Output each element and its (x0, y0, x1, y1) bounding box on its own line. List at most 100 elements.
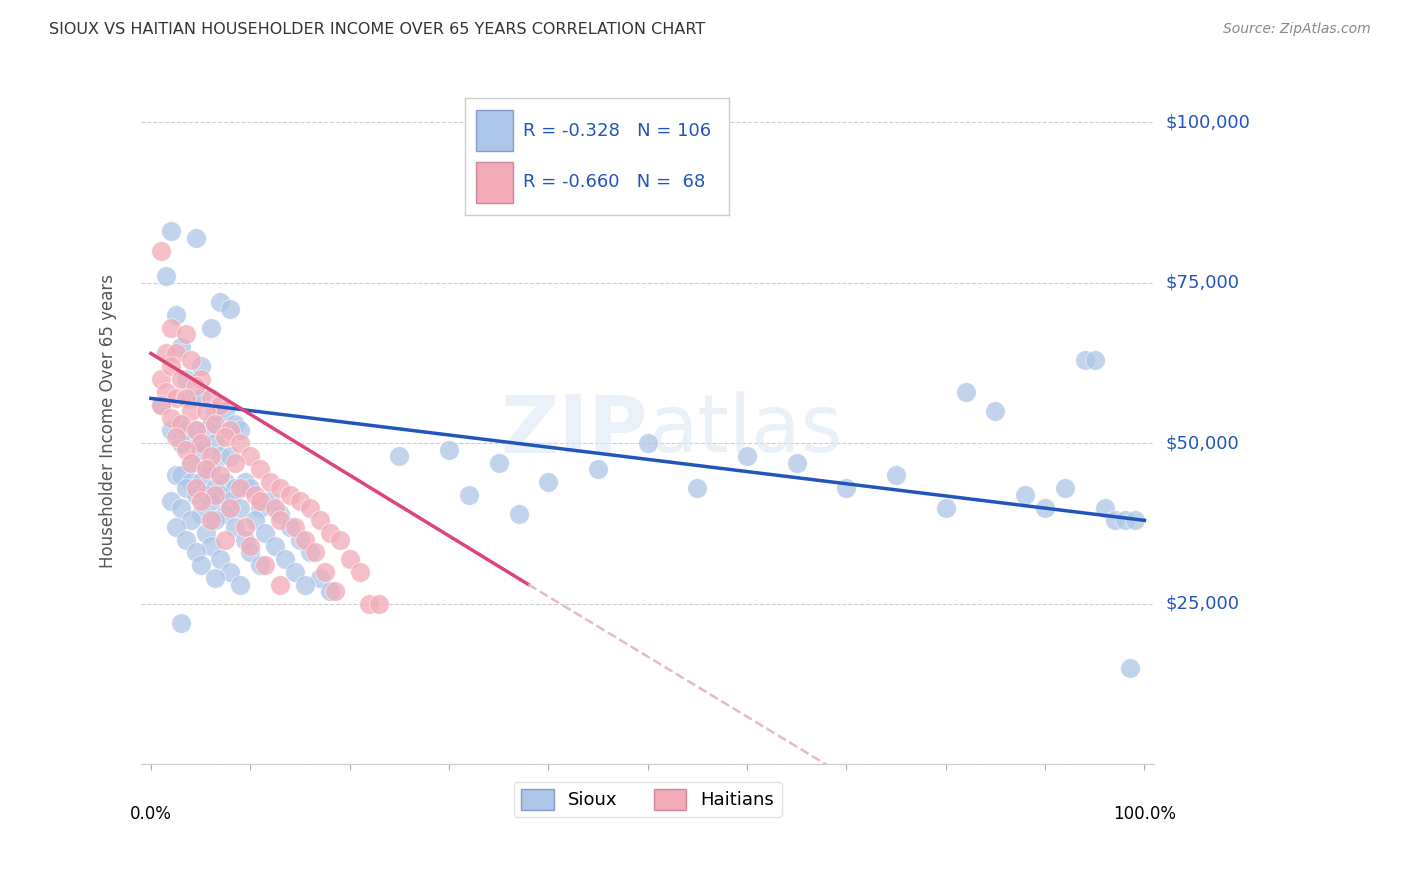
Point (278, 488, 301, 502)
Point (214, 533, 236, 547)
Point (187, 436, 209, 450)
Point (200, 494, 222, 508)
Point (200, 539, 222, 553)
Point (200, 449, 222, 463)
Point (219, 449, 242, 463)
Point (224, 481, 246, 495)
Point (209, 449, 232, 463)
Point (165, 468, 187, 483)
Point (165, 392, 187, 406)
Point (174, 424, 197, 438)
Point (935, 500, 957, 515)
Point (245, 488, 267, 502)
Point (204, 404, 226, 418)
Point (155, 346, 177, 360)
Point (1104, 513, 1126, 527)
Point (254, 558, 277, 573)
Point (180, 352, 202, 367)
Point (1033, 500, 1056, 515)
Point (204, 436, 226, 450)
Point (194, 462, 217, 476)
Point (984, 404, 1007, 418)
Point (259, 494, 281, 508)
Point (209, 468, 232, 483)
Point (174, 442, 197, 457)
Y-axis label: Householder Income Over 65 years: Householder Income Over 65 years (100, 274, 117, 568)
Point (323, 584, 346, 599)
Point (264, 500, 287, 515)
Point (1123, 513, 1146, 527)
Point (269, 481, 291, 495)
Point (204, 513, 226, 527)
Point (149, 244, 172, 258)
Point (200, 513, 222, 527)
Point (284, 565, 307, 579)
Point (219, 301, 242, 316)
Point (194, 462, 217, 476)
Point (955, 384, 977, 399)
Point (159, 320, 181, 334)
Point (508, 507, 530, 521)
Point (149, 398, 172, 412)
Point (170, 615, 193, 630)
Point (259, 475, 281, 489)
Point (184, 481, 207, 495)
Text: SIOUX VS HAITIAN HOUSEHOLDER INCOME OVER 65 YEARS CORRELATION CHART: SIOUX VS HAITIAN HOUSEHOLDER INCOME OVER… (49, 22, 706, 37)
Point (167, 417, 190, 431)
Point (214, 507, 236, 521)
Point (298, 500, 321, 515)
Point (180, 404, 202, 418)
Point (165, 520, 187, 534)
Point (294, 577, 316, 591)
Point (165, 308, 187, 322)
Point (165, 430, 187, 444)
Point (269, 513, 291, 527)
Point (835, 481, 858, 495)
Point (204, 571, 226, 585)
Point (180, 456, 202, 470)
Point (245, 513, 267, 527)
Point (319, 526, 342, 541)
Text: $75,000: $75,000 (1166, 274, 1240, 292)
Point (180, 392, 202, 406)
Point (170, 417, 193, 431)
Point (224, 520, 246, 534)
Text: $25,000: $25,000 (1166, 595, 1240, 613)
Point (1053, 481, 1076, 495)
Point (249, 500, 271, 515)
Point (170, 436, 193, 450)
Point (1114, 513, 1136, 527)
Point (586, 462, 609, 476)
Point (339, 552, 361, 566)
Text: ZIP: ZIP (501, 392, 648, 469)
Point (170, 340, 193, 354)
Point (229, 577, 252, 591)
Point (190, 372, 212, 386)
Point (159, 494, 181, 508)
Point (278, 520, 301, 534)
Point (165, 346, 187, 360)
Point (200, 392, 222, 406)
Point (190, 359, 212, 374)
Point (229, 424, 252, 438)
Point (219, 565, 242, 579)
Point (229, 436, 252, 450)
Point (194, 424, 217, 438)
Point (308, 513, 330, 527)
Point (304, 545, 326, 559)
Point (149, 372, 172, 386)
Point (174, 372, 197, 386)
Point (170, 500, 193, 515)
Point (190, 436, 212, 450)
Point (184, 424, 207, 438)
Point (224, 456, 246, 470)
Point (200, 320, 222, 334)
Point (174, 392, 197, 406)
Point (190, 558, 212, 573)
Point (174, 481, 197, 495)
Point (1094, 500, 1116, 515)
Point (155, 384, 177, 399)
Point (180, 456, 202, 470)
Point (349, 565, 371, 579)
Point (233, 533, 256, 547)
